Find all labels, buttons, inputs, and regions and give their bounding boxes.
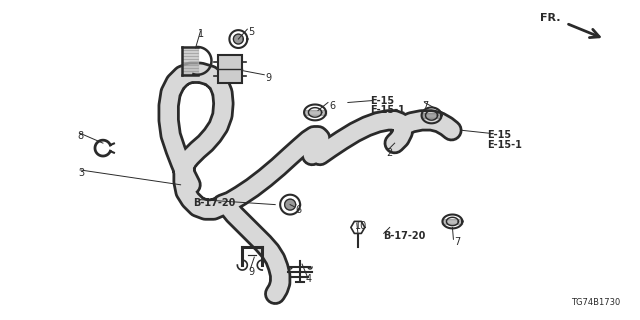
Text: 10: 10 [355, 221, 367, 231]
Text: FR.: FR. [540, 13, 561, 23]
Text: 6: 6 [295, 204, 301, 215]
Text: E-15-1: E-15-1 [487, 140, 522, 150]
Text: 1: 1 [198, 29, 204, 39]
Text: TG74B1730: TG74B1730 [572, 298, 621, 307]
Text: 9: 9 [248, 267, 255, 277]
Circle shape [285, 199, 296, 210]
Text: B-17-20: B-17-20 [383, 231, 425, 241]
Text: E-15: E-15 [370, 96, 394, 106]
Text: 9: 9 [265, 73, 271, 83]
Text: E-15-1: E-15-1 [370, 106, 404, 116]
Text: 4: 4 [306, 274, 312, 284]
Text: 5: 5 [248, 27, 255, 37]
Bar [218, 55, 243, 83]
Text: 7: 7 [454, 237, 461, 247]
Text: E-15: E-15 [487, 130, 511, 140]
Circle shape [234, 34, 243, 44]
Text: 8: 8 [77, 131, 83, 141]
Text: 2: 2 [387, 148, 393, 158]
Text: 7: 7 [422, 100, 429, 110]
Text: 6: 6 [329, 100, 335, 110]
Text: B-17-20: B-17-20 [193, 198, 236, 208]
Text: 3: 3 [78, 168, 84, 178]
